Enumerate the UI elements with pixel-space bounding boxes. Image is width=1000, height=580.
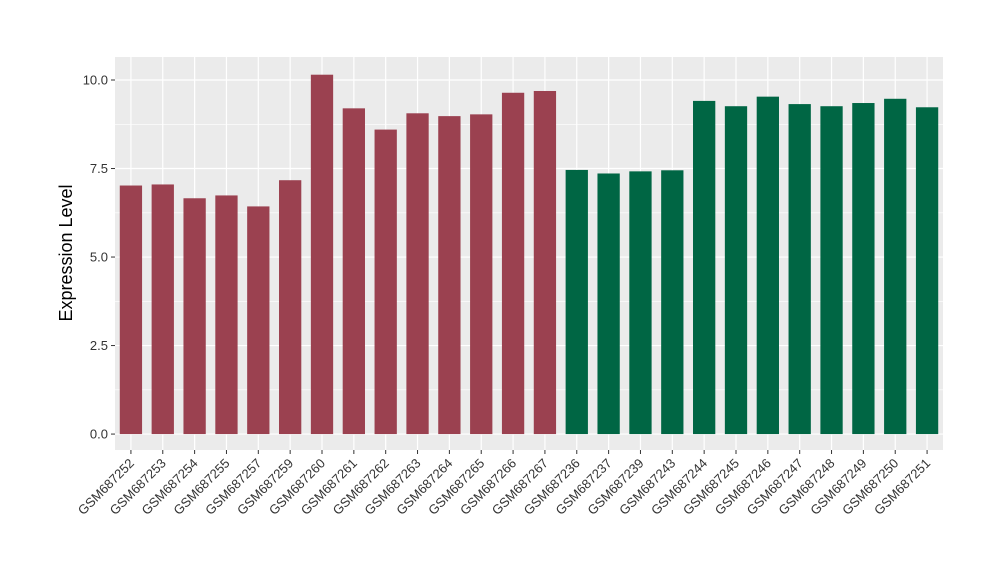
bar-GSM687251 [915,107,939,435]
y-tick-label: 5.0 [90,250,108,265]
bar-GSM687248 [820,106,843,435]
bars [119,74,939,435]
bar-GSM687267 [533,90,557,435]
bar-GSM687255 [215,195,238,435]
x-axis: GSM687252GSM687253GSM687254GSM687255GSM6… [75,450,933,518]
bar-GSM687254 [183,198,206,435]
y-axis-title: Expression Level [56,184,76,321]
bar-GSM687262 [374,129,397,435]
plot-panel [115,57,943,450]
bar-GSM687237 [597,173,620,435]
bar-GSM687245 [724,106,748,435]
y-tick-label: 7.5 [90,161,108,176]
bar-GSM687259 [279,180,302,435]
bar-GSM687260 [310,74,334,435]
bar-GSM687253 [151,184,174,435]
bar-GSM687249 [852,103,875,435]
y-tick-label: 0.0 [90,427,108,442]
bar-GSM687246 [756,96,779,435]
bar-GSM687247 [788,104,811,435]
bar-GSM687252 [119,185,143,435]
bar-GSM687257 [247,206,270,435]
bar-GSM687264 [438,116,461,435]
bar-GSM687261 [342,108,365,435]
y-tick-label: 10.0 [83,73,108,88]
bar-GSM687265 [470,114,493,435]
bar-GSM687263 [406,113,429,435]
y-tick-label: 2.5 [90,338,108,353]
bar-GSM687266 [501,92,525,435]
bar-GSM687244 [693,100,716,435]
bar-GSM687239 [629,171,652,435]
y-axis: 0.0 2.5 5.0 7.5 10.0 [83,73,115,442]
bar-GSM687236 [565,169,588,435]
bar-GSM687250 [884,98,907,435]
bar-GSM687243 [661,170,684,435]
